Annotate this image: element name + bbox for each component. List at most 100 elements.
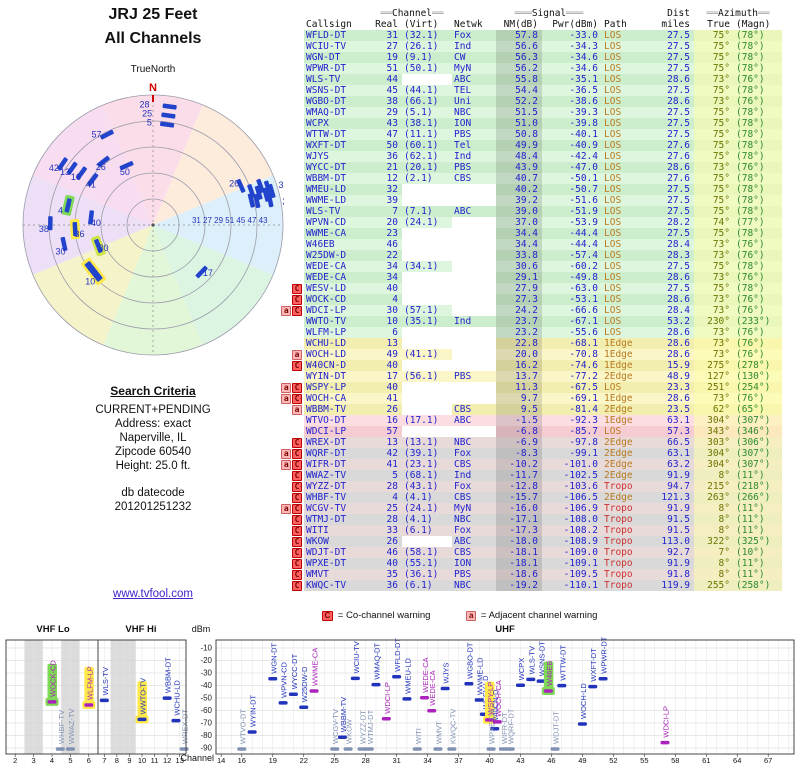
cell-virt: (39.1) <box>402 448 452 459</box>
table-row: C WOCK-CD 4 27.3 -53.1 LOS 28.6 73° (76°) <box>284 294 796 305</box>
cell-magn: (76°) <box>734 349 782 360</box>
station-marker <box>47 700 57 704</box>
station-marker <box>447 747 457 751</box>
signal-table: ══Channel══ ═══Signal═══ Dist ══Azimuth═… <box>281 8 796 591</box>
cell-true: 75° <box>694 118 734 129</box>
search-criteria-lines: CURRENT+PENDING Address: exact Naperville,… <box>0 403 306 473</box>
cell-real: 46 <box>372 239 402 250</box>
cell-virt: (35.1) <box>402 316 452 327</box>
cell-callsign: WKOW <box>304 536 372 547</box>
table-row: C WREX-DT 13 (13.1) NBC -6.9 -97.8 2Edge 66.5 303… <box>284 437 796 448</box>
channel-tick: 49 <box>578 756 586 765</box>
group-dist: Dist <box>667 8 690 19</box>
cell-pwr: -44.4 <box>542 228 602 239</box>
adjacent-channel-warning-text: = Adjacent channel warning <box>480 610 598 621</box>
cell-netwk: ION <box>452 118 496 129</box>
cell-path: LOS <box>602 195 650 206</box>
channel-tick: 64 <box>733 756 741 765</box>
station-marker <box>364 747 374 751</box>
cell-pwr: -40.9 <box>542 140 602 151</box>
cell-real: 40 <box>372 283 402 294</box>
table-column-header: Callsign Real (Virt) Netwk NM(dB) Pwr(dB… <box>284 19 796 30</box>
cell-true: 73° <box>694 250 734 261</box>
cell-pwr: -109.5 <box>542 569 602 580</box>
station-label: WBBM-TV <box>339 697 348 732</box>
radar-station-bar <box>47 216 53 231</box>
co-channel-warning-icon: C <box>292 283 302 294</box>
table-body: WFLD-DT 31 (32.1) Fox 57.8 -33.0 LOS 27.5 75° (78… <box>281 30 796 591</box>
cell-true: 73° <box>694 272 734 283</box>
cell-path: LOS <box>602 162 650 173</box>
cell-path: Tropo <box>602 569 650 580</box>
cell-real: 23 <box>372 228 402 239</box>
radar-station-label: 17 <box>203 268 213 278</box>
table-row: WCHU-LD 13 22.8 -68.1 1Edge 28.6 73° (76°) <box>284 338 796 349</box>
cell-true: 75° <box>694 206 734 217</box>
cell-real: 41 <box>372 393 402 404</box>
station-marker <box>419 696 429 700</box>
station-marker <box>536 679 546 683</box>
cell-netwk: NBC <box>452 437 496 448</box>
cell-callsign: WFLD-DT <box>304 30 372 41</box>
station-marker <box>498 747 508 751</box>
station-label: W46EB <box>545 661 554 686</box>
cell-real: 29 <box>372 107 402 118</box>
cell-path: LOS <box>602 206 650 217</box>
warning-cell <box>284 140 304 151</box>
cell-nm: 39.0 <box>496 206 542 217</box>
table-row: WLS-TV 44 ABC 55.8 -35.1 LOS 28.6 73° (76°) <box>284 74 796 85</box>
cell-real: 44 <box>372 74 402 85</box>
station-label: WEDE-CA <box>421 657 430 692</box>
dbm-tick: -50 <box>200 694 212 703</box>
cell-pwr: -108.0 <box>542 514 602 525</box>
radar-station-bar <box>84 261 103 282</box>
station-marker <box>288 692 298 696</box>
warning-cell: C <box>284 470 304 481</box>
cell-callsign: WSNS-DT <box>304 85 372 96</box>
cell-magn: (78°) <box>734 85 782 96</box>
cell-magn: (76°) <box>734 96 782 107</box>
cell-nm: 27.9 <box>496 283 542 294</box>
co-channel-warning-icon: C <box>292 393 302 404</box>
radar-station-bar <box>161 112 176 119</box>
cell-netwk: ABC <box>452 74 496 85</box>
station-label: WITI <box>414 728 423 744</box>
cell-virt: (68.1) <box>402 470 452 481</box>
station-marker <box>278 701 288 705</box>
cell-magn: (78°) <box>734 206 782 217</box>
cell-miles: 91.9 <box>650 503 694 514</box>
cell-callsign: WWTO-TV <box>304 316 372 327</box>
station-marker <box>137 717 147 722</box>
cell-nm: 51.5 <box>496 107 542 118</box>
cell-path: LOS <box>602 173 650 184</box>
station-marker <box>357 747 367 751</box>
cell-real: 38 <box>372 96 402 107</box>
cell-true: 8° <box>694 514 734 525</box>
cell-magn: (78°) <box>734 41 782 52</box>
cell-path: Tropo <box>602 525 650 536</box>
warning-cell <box>284 162 304 173</box>
co-channel-warning-icon: C <box>322 610 333 621</box>
cell-virt: (43.1) <box>402 481 452 492</box>
cell-true: 127° <box>694 371 734 382</box>
adjacent-channel-warning-icon: a <box>292 349 302 360</box>
tvfool-link[interactable]: www.tvfool.com <box>113 588 193 600</box>
cell-virt: (20.1) <box>402 162 452 173</box>
station-label: W25DW-D <box>300 666 309 702</box>
cell-callsign: WDCI-LP <box>304 426 372 437</box>
cell-true: 74° <box>694 217 734 228</box>
cell-nm: 56.6 <box>496 41 542 52</box>
table-row: a C WCGV-TV 25 (24.1) MyN -16.0 -106.9 Tropo 91.9… <box>281 503 796 514</box>
cell-real: 16 <box>372 415 402 426</box>
cell-netwk: CW <box>452 52 496 63</box>
group-signal: ═══Signal═══ <box>514 8 584 19</box>
warning-cell: C <box>284 536 304 547</box>
cell-path: Tropo <box>602 514 650 525</box>
cell-netwk: PBS <box>452 371 496 382</box>
cell-virt: (13.1) <box>402 437 452 448</box>
col-path: Path <box>604 19 627 30</box>
cell-pwr: -53.9 <box>542 217 602 228</box>
radar-sector <box>153 104 274 225</box>
table-row: C WMVT 35 (36.1) PBS -18.6 -109.5 Tropo 91.8 8° (1… <box>284 569 796 580</box>
